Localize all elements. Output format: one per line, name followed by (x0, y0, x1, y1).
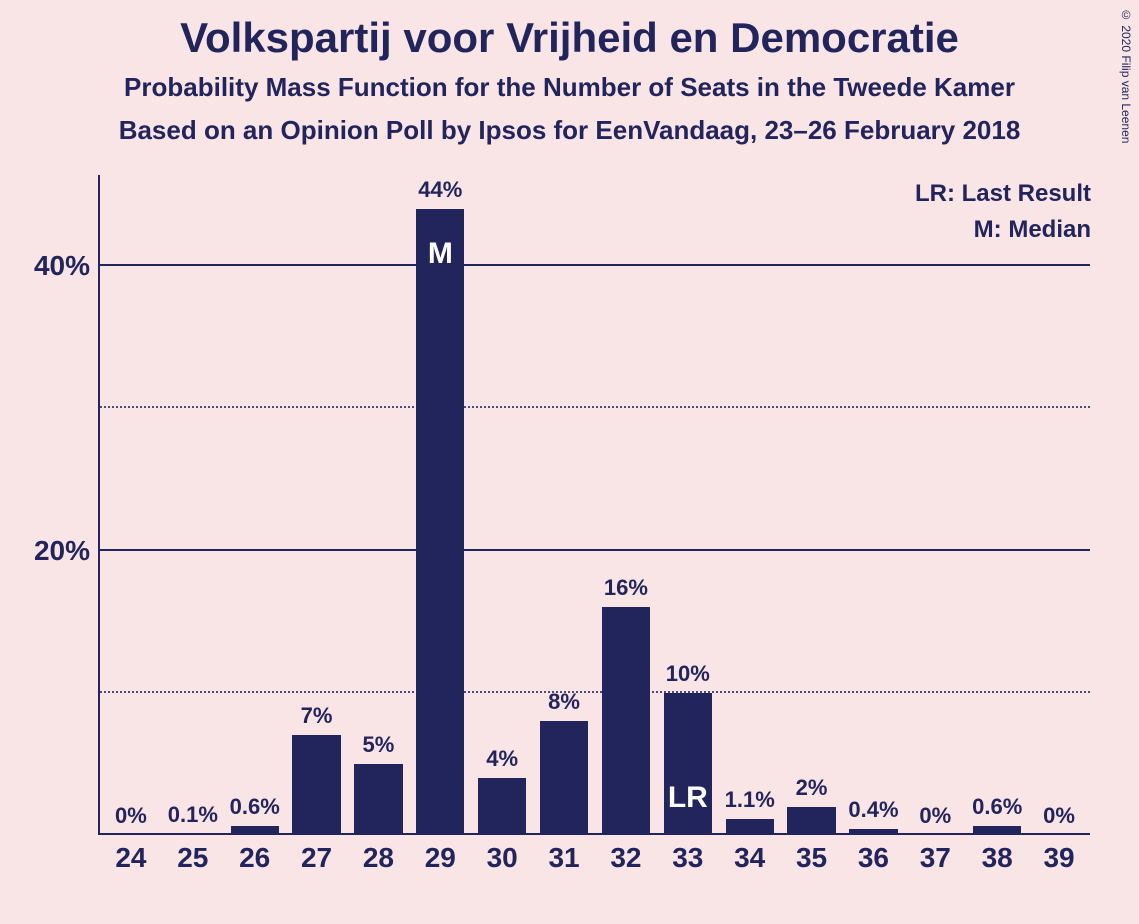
bar-slot: 1.1% (719, 195, 781, 835)
bar-slot: 0.1% (162, 195, 224, 835)
x-tick-label: 28 (348, 842, 410, 874)
x-tick-label: 26 (224, 842, 286, 874)
bar-value-label: 0.6% (230, 794, 280, 820)
bar-value-label: 10% (666, 661, 710, 687)
x-tick-label: 33 (657, 842, 719, 874)
bar-slot: 0.6% (224, 195, 286, 835)
bar-value-label: 0.6% (972, 794, 1022, 820)
x-axis-labels: 24252627282930313233343536373839 (100, 842, 1090, 874)
bar-slot: 0.4% (843, 195, 905, 835)
x-axis-line (100, 833, 1090, 835)
copyright-text: © 2020 Filip van Leenen (1119, 8, 1133, 143)
bar-value-label: 2% (796, 775, 828, 801)
x-tick-label: 39 (1028, 842, 1090, 874)
bar-value-label: 0% (1043, 803, 1075, 829)
bar-value-label: 44% (418, 177, 462, 203)
bar-slot: 0% (1028, 195, 1090, 835)
bar: 16% (602, 607, 650, 835)
bars-group: 0%0.1%0.6%7%5%44%M4%8%16%10%LR1.1%2%0.4%… (100, 195, 1090, 835)
bar-value-label: 0.1% (168, 802, 218, 828)
bar-slot: 7% (286, 195, 348, 835)
bar-slot: 0.6% (966, 195, 1028, 835)
bar: 2% (787, 807, 835, 835)
bar-value-label: 8% (548, 689, 580, 715)
bar-slot: 8% (533, 195, 595, 835)
bar-value-label: 0% (919, 803, 951, 829)
bar-value-label: 5% (363, 732, 395, 758)
x-tick-label: 31 (533, 842, 595, 874)
x-tick-label: 34 (719, 842, 781, 874)
x-tick-label: 24 (100, 842, 162, 874)
x-tick-label: 32 (595, 842, 657, 874)
bar-slot: 2% (781, 195, 843, 835)
bar-value-label: 16% (604, 575, 648, 601)
x-tick-label: 36 (843, 842, 905, 874)
bar-slot: 5% (348, 195, 410, 835)
x-tick-label: 37 (904, 842, 966, 874)
x-tick-label: 30 (471, 842, 533, 874)
chart-title: Volkspartij voor Vrijheid en Democratie (0, 14, 1139, 62)
bar-slot: 10% LR (657, 195, 719, 835)
bar-slot: 0% (904, 195, 966, 835)
x-tick-label: 25 (162, 842, 224, 874)
bar: 44%M (416, 209, 464, 835)
bar-slot: 44%M (409, 195, 471, 835)
chart-plot-area: 20%40% 0%0.1%0.6%7%5%44%M4%8%16%10%LR1.1… (100, 195, 1090, 835)
x-tick-label: 27 (286, 842, 348, 874)
y-tick-label: 20% (10, 535, 90, 567)
bar-value-label: 1.1% (725, 787, 775, 813)
x-tick-label: 29 (409, 842, 471, 874)
bar: 10%LR (664, 693, 712, 835)
bar: 5% (354, 764, 402, 835)
bar-annotation: M (428, 237, 453, 271)
chart-source: Based on an Opinion Poll by Ipsos for Ee… (0, 115, 1139, 146)
bar-value-label: 7% (301, 703, 333, 729)
bar: 8% (540, 721, 588, 835)
bar-slot: 4% (471, 195, 533, 835)
chart-subtitle: Probability Mass Function for the Number… (0, 72, 1139, 103)
bar-slot: 0% (100, 195, 162, 835)
x-tick-label: 38 (966, 842, 1028, 874)
bar: 4% (478, 778, 526, 835)
bar-value-label: 0.4% (848, 797, 898, 823)
bar-slot: 16% (595, 195, 657, 835)
bar-value-label: 0% (115, 803, 147, 829)
x-tick-label: 35 (781, 842, 843, 874)
bar: 7% (292, 735, 340, 835)
y-tick-label: 40% (10, 250, 90, 282)
bar-value-label: 4% (486, 746, 518, 772)
bar-annotation: LR (668, 781, 708, 815)
chart-header: Volkspartij voor Vrijheid en Democratie … (0, 0, 1139, 146)
